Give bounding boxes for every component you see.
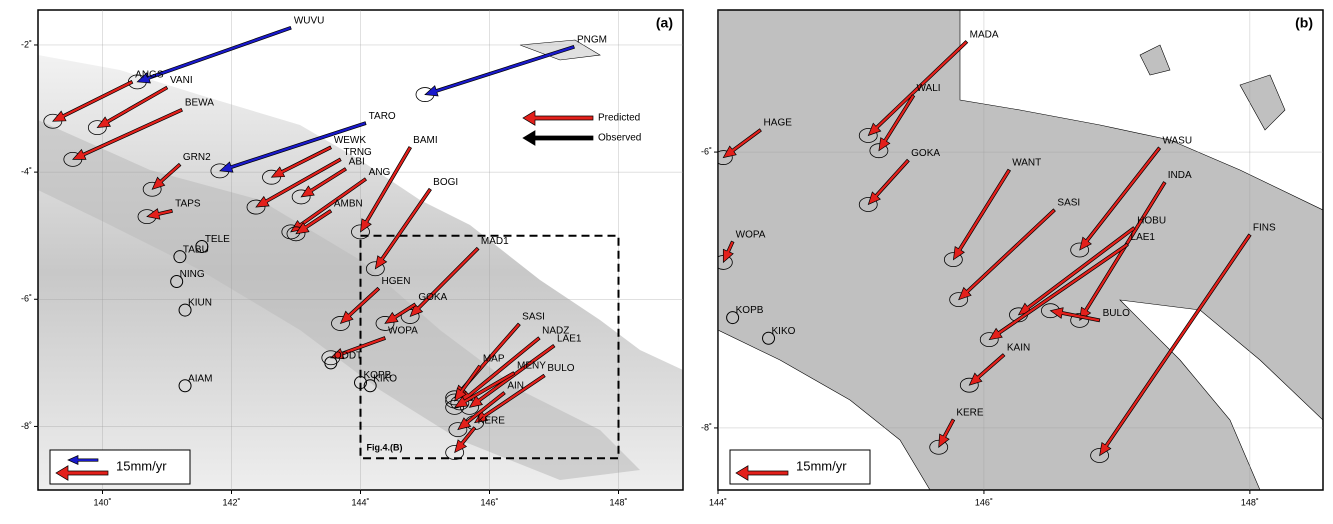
station-label: MAP (483, 354, 505, 365)
station-label: TARO (369, 111, 396, 122)
station-label: WOPA (736, 229, 766, 240)
station-label: ODDT (334, 350, 362, 361)
station-label: MADA (970, 29, 999, 40)
station-label: LAE1 (557, 333, 582, 344)
station-label: ANGS (135, 69, 164, 80)
station-label: FINS (1253, 222, 1276, 233)
x-tick-label: 144˚ (709, 497, 727, 507)
station-label: KERE (956, 407, 984, 418)
station-label: MAD1 (481, 236, 509, 247)
station-label: WEWK (334, 135, 367, 146)
y-tick-label: -2˚ (21, 39, 32, 49)
station-label: AMBN (334, 199, 363, 210)
station-label: WASU (1162, 136, 1192, 147)
figure: Fig.4.(B) WUVU PNGM TARO ANGS VANI BEWA GRN2 TAP… (0, 0, 1333, 519)
station-label: ABI (349, 157, 365, 168)
station-label: BULO (1103, 308, 1130, 319)
station-label: KIUN (188, 298, 212, 309)
land-b (718, 10, 1323, 490)
y-tick-label: -4˚ (21, 166, 32, 176)
station-label: GRN2 (183, 152, 211, 163)
y-tick-label: -6˚ (701, 146, 712, 156)
station-label: HAGE (764, 118, 793, 129)
station-label: KAIN (1007, 342, 1030, 353)
station-label: KOPB (736, 305, 764, 316)
station-label: GOKA (911, 148, 940, 159)
panel-label: (b) (1295, 15, 1313, 31)
station-label: BULO (547, 363, 574, 374)
station-label: BEWA (185, 97, 214, 108)
x-tick-label: 148˚ (1241, 497, 1259, 507)
panel-label: (a) (656, 15, 673, 31)
station-label: AIAM (188, 373, 212, 384)
y-tick-label: -6˚ (21, 294, 32, 304)
station-label: GOKA (418, 292, 447, 303)
scale-label: 15mm/yr (796, 458, 847, 473)
station-label: WOPA (388, 326, 418, 337)
station-label: BAMI (413, 135, 437, 146)
y-tick-label: -8˚ (21, 421, 32, 431)
station-label: KIKO (373, 373, 397, 384)
x-tick-label: 142˚ (222, 497, 240, 507)
station-label: TELE (205, 234, 230, 245)
inset-label: Fig.4.(B) (367, 443, 403, 453)
x-tick-label: 146˚ (975, 497, 993, 507)
legend-label: Observed (598, 133, 641, 144)
station-label: TAPS (175, 199, 201, 210)
station-label: SASI (1057, 198, 1080, 209)
x-tick-label: 146˚ (480, 497, 498, 507)
station-label: BOGI (433, 177, 458, 188)
station-label: WANT (1012, 158, 1041, 169)
station-label: AIN (507, 380, 524, 391)
x-tick-label: 148˚ (609, 497, 627, 507)
station-label: KIKO (772, 326, 796, 337)
y-tick-label: -8˚ (701, 422, 712, 432)
x-tick-label: 140˚ (93, 497, 111, 507)
station-label: WALI (916, 83, 940, 94)
x-tick-label: 144˚ (351, 497, 369, 507)
station-label: HGEN (382, 276, 411, 287)
station-label: KERE (478, 415, 506, 426)
station-label: VANI (170, 75, 193, 86)
legend-label: Predicted (598, 113, 640, 124)
station-label: MENY (517, 361, 546, 372)
station-label: ANG (369, 167, 391, 178)
station-label: WUVU (294, 15, 325, 26)
station-label: NING (180, 269, 205, 280)
station-label: HOBU (1137, 216, 1166, 227)
station-label: INDA (1168, 170, 1192, 181)
station-label: LAE1 (1131, 232, 1156, 243)
station-label: SASI (522, 312, 545, 323)
scale-label: 15mm/yr (116, 458, 167, 473)
station-label: PNGM (577, 35, 607, 46)
